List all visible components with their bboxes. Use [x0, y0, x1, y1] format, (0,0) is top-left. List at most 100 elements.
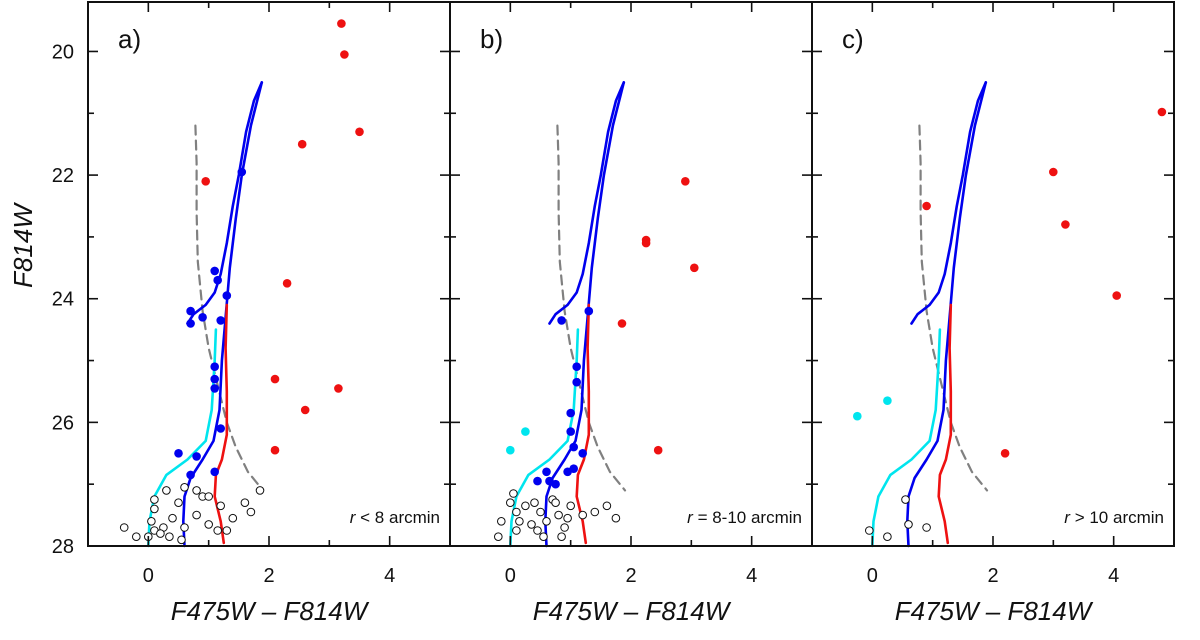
- panel-a-point-red-1: [340, 50, 349, 59]
- panel-a-xlabel: F475W – F814W: [171, 596, 370, 626]
- panel-b-isochrones: [509, 81, 627, 548]
- panel-a-point-open-13: [204, 492, 213, 501]
- panel-a-point-blue-9: [210, 374, 219, 384]
- panel-b-point-cyan-0: [521, 427, 530, 436]
- panel-b-point-open-10: [551, 498, 560, 508]
- panel-a-point-blue-7: [216, 316, 225, 325]
- panel-c-frame: [811, 1, 1175, 547]
- panel-b-ticks: 0 2 4: [450, 2, 812, 587]
- panel-a-point-open-22: [204, 520, 213, 529]
- panel-b-point-open-17: [566, 501, 576, 511]
- panel-b-point-open-3: [497, 517, 506, 526]
- panel-c-isochrones: [871, 81, 989, 548]
- panel-a-point-blue-0: [237, 167, 247, 177]
- panel-b-point-blue-0: [584, 306, 594, 316]
- panel-a-point-red-4: [201, 177, 210, 186]
- panel-b-point-open-4: [494, 532, 503, 542]
- panel-b-point-open-5: [512, 526, 521, 535]
- panel-a-point-blue-10: [210, 384, 219, 393]
- panel-b-point-open-23: [533, 526, 542, 535]
- panel-b-xlabel: F475W – F814W: [533, 596, 732, 626]
- panel-b-point-open-21: [611, 513, 621, 523]
- panel-b-point-open-20: [602, 501, 612, 511]
- panel-a-xtick-label: 2: [263, 565, 274, 587]
- panel-a-point-blue-1: [210, 266, 219, 276]
- panel-a-point-blue-11: [216, 424, 225, 433]
- panel-b-point-open-13: [539, 532, 548, 542]
- y-tick-labels: 20 22 24 26 28: [52, 42, 74, 559]
- panel-a-point-blue-2: [213, 275, 222, 285]
- panel-b-point-red-0: [681, 177, 690, 186]
- panel-b-point-blue-1: [557, 316, 566, 325]
- panel-a-point-red-3: [297, 139, 307, 149]
- panel-b-frame: [449, 1, 813, 547]
- panel-a-point-open-5: [119, 523, 129, 532]
- panel-a-point-open-15: [228, 513, 238, 523]
- panel-a-point-open-14: [216, 501, 225, 511]
- panel-a-point-open-27: [156, 529, 165, 538]
- panel-a-point-blue-12: [174, 449, 183, 458]
- panel-c-isochrone-blue-ms: [906, 81, 988, 548]
- panel-b-point-blue-6: [569, 442, 578, 452]
- panel-c-isochrone-red: [937, 303, 953, 545]
- panel-a-points: [119, 19, 364, 545]
- ytick-label: 24: [52, 289, 74, 311]
- panel-a-point-open-26: [222, 526, 232, 535]
- panel-c-point-open-2: [922, 523, 931, 532]
- panel-a: 0 2 4 a) r < 8 arcmin F475W – F814W: [87, 1, 451, 626]
- panel-b-annotation: r = 8-10 arcmin: [687, 508, 802, 527]
- panel-b-point-open-24: [563, 513, 572, 523]
- panel-c-point-red-0: [1157, 107, 1167, 117]
- panel-b-point-open-22: [515, 517, 524, 526]
- panel-b-isochrone-blue-ms: [544, 81, 626, 548]
- panel-b-annotation-r: r: [687, 508, 694, 527]
- panel-c-isochrone-dashed: [918, 124, 989, 492]
- panel-a-point-open-25: [213, 526, 222, 535]
- panel-b-point-red-3: [690, 263, 699, 273]
- panel-c-xtick-label: 4: [1108, 565, 1119, 587]
- panel-c-annotation-r: r: [1064, 508, 1071, 527]
- panel-a-label: a): [118, 24, 141, 54]
- panel-b-point-open-1: [506, 498, 515, 508]
- panel-b-point-open-0: [509, 489, 518, 498]
- panel-b-point-open-12: [560, 523, 569, 532]
- panel-b-isochrone-dashed: [556, 124, 627, 492]
- panel-b-point-red-2: [641, 238, 651, 248]
- panel-b-point-open-15: [542, 517, 551, 526]
- panel-a-point-blue-3: [222, 291, 232, 300]
- panel-b-point-blue-5: [566, 427, 575, 436]
- panel-c-point-red-3: [1061, 220, 1070, 229]
- panel-a-point-blue-6: [186, 319, 195, 328]
- panel-b-point-blue-7: [578, 449, 587, 458]
- panel-a-xtick-label: 4: [384, 565, 395, 587]
- panel-c-point-open-1: [904, 520, 913, 529]
- panel-a-point-blue-4: [186, 306, 195, 316]
- panel-a-point-red-8: [300, 405, 310, 415]
- panel-b-point-cyan-1: [506, 445, 515, 455]
- panel-b-point-blue-8: [533, 476, 542, 486]
- panel-a-point-blue-5: [198, 313, 207, 322]
- panel-a-isochrone-cyan: [147, 328, 218, 548]
- panel-b-point-open-18: [578, 510, 588, 520]
- panel-b-label: b): [480, 24, 503, 54]
- panel-b-xtick-label: 2: [625, 565, 636, 587]
- panel-b-point-open-19: [590, 507, 600, 517]
- panel-c-isochrone-cyan: [871, 328, 942, 548]
- panel-a-point-red-5: [282, 279, 292, 288]
- panel-a-point-blue-13: [192, 452, 201, 461]
- panel-a-point-red-0: [337, 19, 346, 28]
- panel-a-point-open-3: [147, 517, 156, 526]
- panel-b-point-blue-2: [572, 362, 581, 372]
- panel-b-point-blue-11: [551, 479, 560, 489]
- panel-a-point-open-10: [180, 483, 189, 492]
- panel-c-point-open-0: [901, 495, 910, 504]
- panel-a-isochrone-blue-branch: [186, 81, 264, 325]
- panel-b-point-open-2: [512, 507, 521, 517]
- panel-b-point-open-8: [536, 507, 545, 517]
- panel-b-xtick-label: 0: [505, 565, 516, 587]
- panel-b-point-blue-9: [542, 467, 551, 477]
- panel-a-isochrone-blue-ms: [182, 81, 264, 548]
- panel-a-point-open-20: [180, 523, 189, 532]
- panel-a-point-open-9: [174, 498, 183, 508]
- panel-a-point-red-7: [334, 384, 343, 393]
